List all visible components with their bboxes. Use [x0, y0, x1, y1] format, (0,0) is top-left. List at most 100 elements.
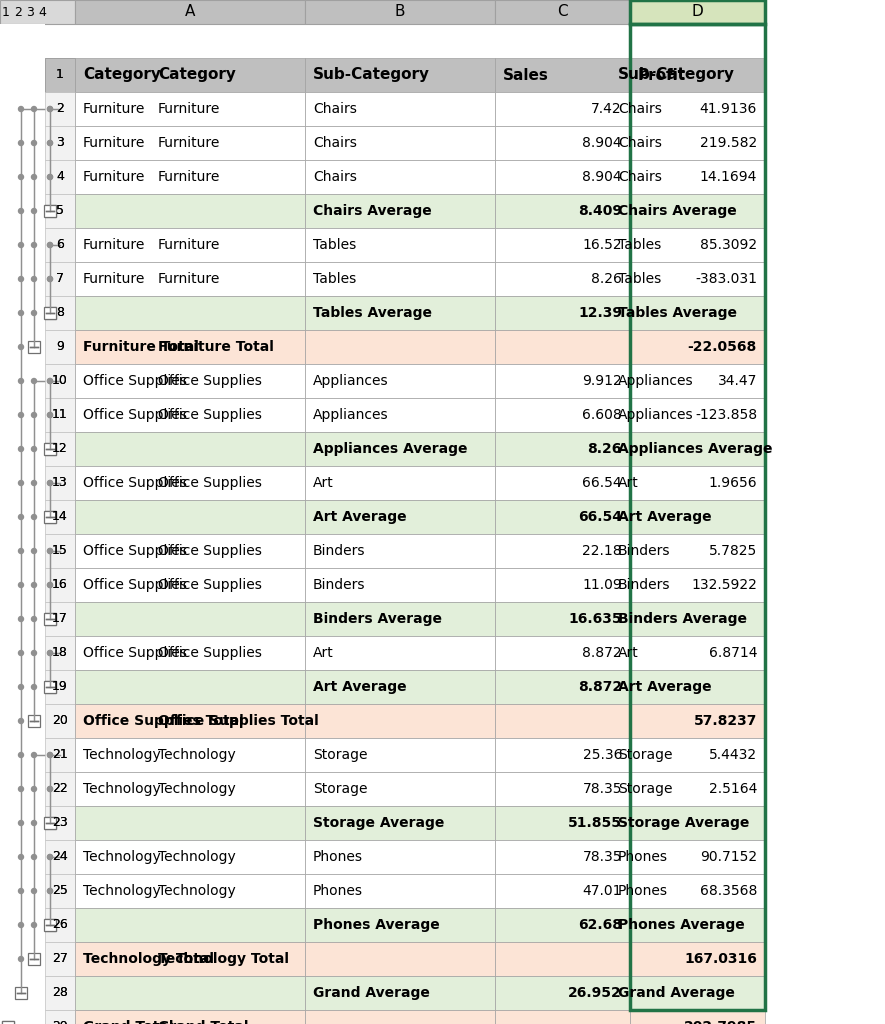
Bar [75, 364, 305, 398]
Text: 6: 6 [56, 239, 64, 252]
Text: D: D [691, 4, 704, 19]
Circle shape [19, 684, 24, 689]
Bar [45, 432, 75, 466]
Circle shape [19, 684, 24, 689]
Text: Chairs: Chairs [618, 102, 662, 116]
Circle shape [19, 446, 24, 452]
Bar [495, 534, 630, 568]
Circle shape [48, 413, 52, 418]
Circle shape [32, 549, 36, 554]
Circle shape [32, 106, 36, 112]
Circle shape [48, 140, 52, 145]
Text: Binders Average: Binders Average [313, 612, 442, 626]
Circle shape [48, 276, 52, 282]
Bar [45, 568, 75, 602]
Bar [45, 1010, 75, 1024]
Bar [45, 534, 75, 568]
Circle shape [32, 684, 36, 689]
Text: 25.36: 25.36 [582, 748, 622, 762]
Text: 68.3568: 68.3568 [700, 884, 757, 898]
Bar [630, 908, 765, 942]
Circle shape [19, 650, 24, 655]
Bar [495, 908, 630, 942]
Circle shape [32, 276, 36, 282]
Bar [630, 432, 765, 466]
Text: Art Average: Art Average [313, 510, 406, 524]
Circle shape [19, 786, 24, 792]
Text: 24: 24 [52, 851, 68, 863]
Bar [2, 1021, 14, 1024]
Text: Art: Art [618, 476, 639, 490]
Text: 14: 14 [52, 511, 68, 523]
Text: Office Supplies: Office Supplies [83, 476, 187, 490]
Bar [630, 92, 765, 126]
Text: 20: 20 [52, 715, 68, 727]
Text: Grand Average: Grand Average [313, 986, 430, 1000]
Bar [630, 398, 765, 432]
Text: Art Average: Art Average [618, 680, 712, 694]
Circle shape [19, 753, 24, 758]
Circle shape [19, 209, 24, 213]
Circle shape [19, 854, 24, 859]
Bar [45, 466, 75, 500]
Circle shape [48, 549, 52, 554]
Bar [495, 738, 630, 772]
Text: Appliances: Appliances [618, 374, 694, 388]
Circle shape [48, 889, 52, 894]
Text: Office Supplies: Office Supplies [83, 374, 187, 388]
Bar [44, 613, 56, 625]
Bar [630, 806, 765, 840]
Text: 8.872: 8.872 [582, 646, 622, 660]
Text: 8.904: 8.904 [582, 170, 622, 184]
Bar [75, 806, 305, 840]
Text: 9.912: 9.912 [582, 374, 622, 388]
Circle shape [32, 854, 36, 859]
Bar [305, 466, 495, 500]
Bar [630, 1010, 765, 1024]
Circle shape [32, 379, 36, 384]
Text: 2: 2 [56, 102, 64, 116]
Circle shape [32, 446, 36, 452]
Circle shape [32, 549, 36, 554]
Bar [630, 0, 765, 24]
Circle shape [32, 583, 36, 588]
Bar [495, 568, 630, 602]
Text: Appliances Average: Appliances Average [618, 442, 773, 456]
Text: Binders: Binders [618, 578, 671, 592]
Bar [75, 772, 305, 806]
Circle shape [19, 719, 24, 724]
Bar [305, 738, 495, 772]
Bar [75, 262, 305, 296]
Bar [495, 840, 630, 874]
Circle shape [32, 820, 36, 825]
Circle shape [32, 209, 36, 213]
Text: 1: 1 [56, 69, 64, 82]
Bar [44, 205, 56, 217]
Bar [45, 398, 75, 432]
Circle shape [19, 379, 24, 384]
Bar [305, 160, 495, 194]
Text: Technology: Technology [83, 748, 161, 762]
Text: 2: 2 [56, 102, 64, 116]
Circle shape [48, 106, 52, 112]
Circle shape [19, 174, 24, 179]
Bar [75, 840, 305, 874]
Circle shape [19, 310, 24, 315]
Circle shape [32, 379, 36, 384]
Text: Storage Average: Storage Average [618, 816, 750, 830]
Circle shape [32, 650, 36, 655]
Text: Technology Total: Technology Total [158, 952, 289, 966]
Circle shape [32, 413, 36, 418]
Text: 18: 18 [52, 646, 68, 659]
Bar [28, 341, 40, 353]
Bar [0, 24, 45, 1010]
Circle shape [32, 684, 36, 689]
Text: Chairs: Chairs [313, 136, 357, 150]
Text: Sub-Category: Sub-Category [618, 68, 735, 83]
Bar [630, 636, 765, 670]
Circle shape [32, 889, 36, 894]
Bar [75, 160, 305, 194]
Circle shape [48, 854, 52, 859]
Circle shape [32, 753, 36, 758]
Text: Tables: Tables [618, 238, 661, 252]
